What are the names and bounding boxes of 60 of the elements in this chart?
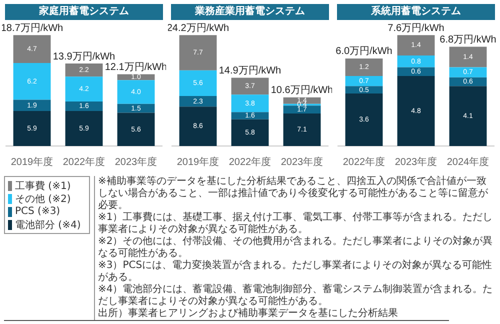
bar [179,106,217,146]
x-tick-label: 2024年度 [446,156,490,168]
x-tick-label: 2023年度 [394,156,438,168]
bar [231,112,269,120]
x-tick-label: 2019年度 [10,156,54,168]
total-label: 7.6万円/kWh [388,22,444,34]
bar [345,93,383,146]
bar [179,70,217,96]
text: ※3）PCSには、電力変換装置が含まれる。ただし事業者によりその対象が異なる可能性がある。 [98,260,494,284]
bar [65,64,103,77]
text: ※1）工事費には、基礎工事、据え付け工事、電気工事、付帯工事等が含まれる。ただし事業者によりその対象が異なる可能性がある。 [98,212,494,236]
bar [179,96,217,107]
bar [13,100,51,112]
bar [13,35,51,63]
bar [65,76,103,102]
x-tick-label: 2022年度 [62,156,106,168]
bar [13,62,51,100]
total-label: 18.7万円/kWh [0,22,64,34]
total-label: 6.0万円/kWh [336,46,392,58]
bar [65,102,103,112]
text: ※補助事業等のデータを基にした分析結果であること、四捨五入の関係で合計値が一致しない場合があること、一部は推計値であり今後変化する可能性があること等に留意が必要。 [98,176,489,212]
bar [283,113,321,146]
bar [117,80,155,104]
bar [345,86,383,94]
bar [397,76,435,146]
chart-title: 家庭用蓄電システム [5,4,163,20]
text: 出所）事業者ヒアリングおよび補助事業データを基にした分析結果 [98,308,399,320]
text: ※4）電池部分には、蓄電設備、蓄電池制御部分、蓄電システム制御装置が含まれる。ただし事業者によりその対象が異なる可能性がある。 [98,284,494,308]
chart-title: 業務産業用蓄電システム [171,4,329,20]
x-tick-label: 2022年度 [342,156,386,168]
legend-label: 工事費 (※1) [15,180,71,192]
legend-label: 電池部分 (※4) [15,218,81,232]
bar [283,106,321,114]
bar [449,86,487,146]
chart-title: 系統用蓄電システム [337,4,495,20]
x-tick-label: 2019年度 [176,156,220,168]
bar [397,56,435,68]
bar [449,67,487,78]
bar [13,111,51,146]
legend-label: PCS (※3) [15,206,60,217]
bar [117,112,155,146]
x-tick-label: 2023年度 [114,156,158,168]
total-label: 14.9万円/kWh [218,65,282,76]
bar [179,35,217,70]
bar [231,78,269,95]
x-tick-label: 2023年度 [280,156,324,168]
bar [345,58,383,76]
x-tick-label: 2022年度 [228,156,272,168]
bar [117,104,155,113]
bar [397,35,435,56]
bar [65,111,103,146]
bar [231,94,269,112]
legend-label: その他 (※2) [15,192,71,206]
total-label: 6.8万円/kWh [440,34,496,46]
bar [345,76,383,86]
bar [397,67,435,76]
total-label: 13.9万円/kWh [52,51,116,62]
bar [449,46,487,68]
text: ※2）その他には、付帯設備、その他費用が含まれる。ただし事業者によりその対象が異なる可能性がある。 [98,236,494,260]
bar [231,119,269,146]
